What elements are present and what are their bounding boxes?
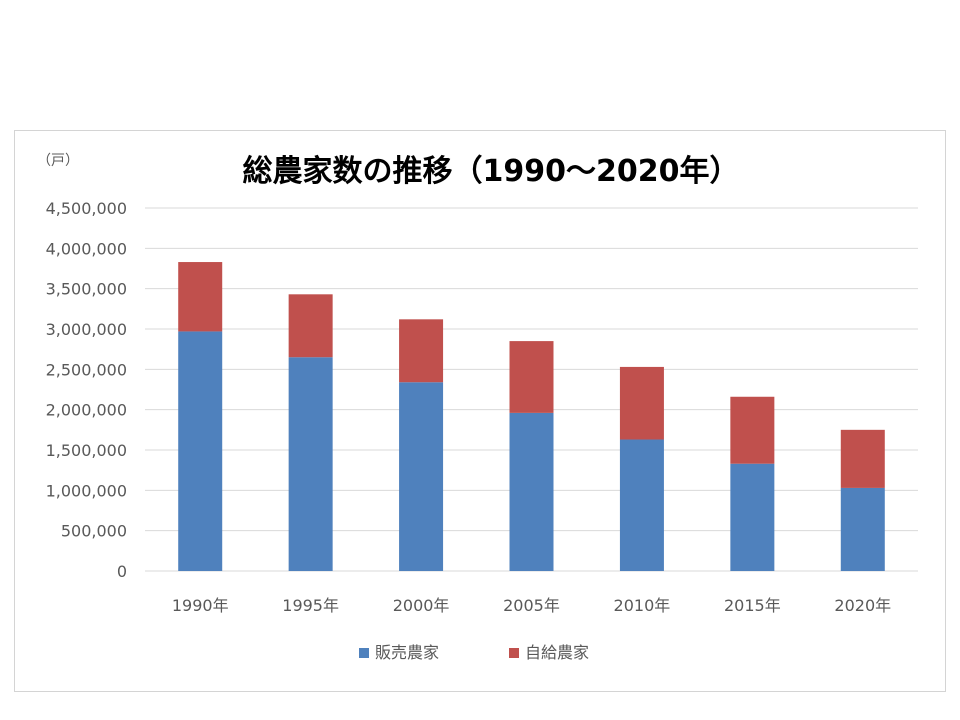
bar-hanbai-0: [178, 331, 223, 571]
bar-jikyu-1: [288, 294, 333, 358]
bar-hanbai-2: [399, 382, 444, 571]
x-tick-label: 2010年: [614, 596, 671, 615]
legend-swatch: [509, 648, 519, 658]
x-axis-tick-labels: 1990年 1995年 2000年 2005年 2010年 2015年 2020年: [172, 596, 891, 615]
bar-hanbai-1: [288, 357, 333, 571]
x-tick-label: 2005年: [503, 596, 560, 615]
y-tick-label: 3,500,000: [46, 280, 127, 299]
chart-title: 総農家数の推移（1990～2020年）: [243, 154, 740, 189]
bar-jikyu-2: [399, 319, 444, 383]
x-tick-label: 2000年: [393, 596, 450, 615]
y-tick-label: 1,500,000: [46, 441, 127, 460]
bar-hanbai-4: [619, 439, 664, 571]
y-tick-label: 2,500,000: [46, 360, 127, 379]
stacked-bar-chart: （戸） 総農家数の推移（1990～2020年） 0 500,000 1,000,00…: [37, 153, 918, 662]
x-tick-label: 1995年: [282, 596, 339, 615]
x-tick-label: 1990年: [172, 596, 229, 615]
bar-jikyu-6: [840, 429, 885, 488]
y-tick-label: 0: [117, 562, 127, 581]
y-axis-tick-labels: 0 500,000 1,000,000 1,500,000 2,000,000 2,500…: [46, 199, 127, 581]
legend-label: 自給農家: [525, 643, 589, 662]
bar-jikyu-0: [178, 262, 223, 332]
bars: [178, 262, 885, 571]
bar-hanbai-5: [730, 463, 775, 571]
bar-hanbai-3: [509, 412, 554, 571]
legend-label: 販売農家: [375, 643, 439, 662]
y-tick-label: 4,500,000: [46, 199, 127, 218]
y-tick-label: 500,000: [61, 522, 127, 541]
x-tick-label: 2020年: [834, 596, 891, 615]
bar-jikyu-3: [509, 341, 554, 413]
y-tick-label: 4,000,000: [46, 239, 127, 258]
bar-jikyu-5: [730, 396, 775, 464]
bar-jikyu-4: [619, 366, 664, 440]
y-tick-label: 1,000,000: [46, 481, 127, 500]
y-axis-unit-label: （戸）: [37, 153, 79, 169]
legend-swatch: [359, 648, 369, 658]
chart-frame: （戸） 総農家数の推移（1990～2020年） 0 500,000 1,000,00…: [14, 130, 946, 692]
x-tick-label: 2015年: [724, 596, 781, 615]
legend: 販売農家 自給農家: [359, 643, 589, 662]
y-tick-label: 3,000,000: [46, 320, 127, 339]
bar-hanbai-6: [840, 487, 885, 571]
y-tick-label: 2,000,000: [46, 401, 127, 420]
